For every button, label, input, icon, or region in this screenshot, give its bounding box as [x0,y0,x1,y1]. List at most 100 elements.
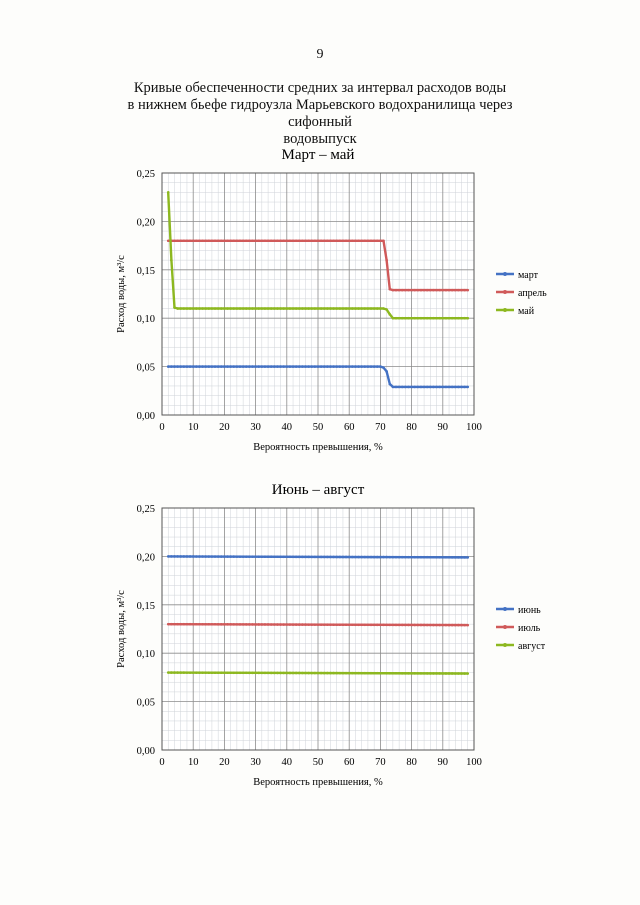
x-tick-label: 60 [344,757,355,768]
series-март [166,365,470,389]
series-point [313,623,317,626]
series-point [332,671,335,675]
series-point [301,239,304,243]
series-point [269,239,273,243]
series-point [422,385,426,389]
x-tick-label: 90 [438,757,449,768]
series-point [201,671,204,674]
series-point [375,623,379,627]
series-point [453,385,457,389]
x-tick-label: 50 [313,422,324,433]
series-point [310,365,314,368]
series-point [276,365,279,368]
series-point [419,385,423,389]
series-point [188,239,192,243]
series-point [191,622,195,626]
series-point [282,307,285,310]
series-point [460,623,463,627]
series-point [326,307,329,310]
chart-title: Март – май [282,147,355,163]
series-point [397,316,401,320]
series-point [263,239,267,243]
series-point [347,239,351,243]
series-point [313,365,317,368]
series-point [307,365,310,368]
series-point [248,671,251,675]
series-point [182,365,186,368]
series-point [204,307,207,310]
series-point [453,623,457,627]
series-point [201,555,204,558]
series-point [369,239,373,243]
series-point [188,365,192,368]
series-point [400,555,404,559]
series-point [185,239,189,243]
series-point [429,672,432,675]
series-point [185,622,189,626]
series-point [251,671,254,675]
series-point [338,671,342,675]
legend-marker [503,643,507,647]
series-point [210,671,214,675]
series-point [366,365,370,368]
series-point [241,555,245,558]
series-point [244,365,248,368]
legend-marker [503,607,507,611]
series-point [229,671,232,675]
series-point [319,365,323,368]
series-point [251,239,254,243]
series-point [195,671,198,674]
series-point [410,555,413,559]
series-point [166,671,170,674]
series-point [422,555,426,559]
series-point [347,307,351,310]
series-point [269,623,273,626]
series-point [251,555,254,558]
series-point [291,365,295,368]
series-point [341,623,345,627]
series-point [232,671,236,675]
series-point [254,365,257,368]
series-point [316,671,320,675]
series-point [460,316,463,320]
series-point [432,385,435,389]
series-point [219,307,223,310]
series-point [254,555,257,558]
legend-label: июль [518,623,541,634]
series-point [463,623,466,627]
series-point [257,623,261,626]
series-point [263,307,267,310]
series-point [419,316,423,320]
series-point [166,365,170,368]
series-point [372,555,376,559]
series-point [266,307,270,310]
series-point [326,365,329,368]
y-tick-label: 0,25 [137,169,155,180]
series-point [207,239,211,243]
series-point [297,555,301,559]
series-point [263,365,267,368]
series-point [232,365,236,368]
series-point [229,623,232,626]
page-number: 9 [316,47,324,62]
series-point [269,307,273,310]
series-point [213,365,217,368]
series-point [369,307,373,310]
series-point [347,555,351,559]
series-point [363,307,367,310]
series-point [304,671,307,675]
series-point [216,307,220,310]
series-point [326,239,329,243]
series-point [179,365,183,368]
series-point [332,555,335,559]
series-point [413,288,417,292]
series-point [447,288,451,292]
series-point [282,239,285,243]
series-point [463,316,466,320]
series-point [273,365,276,368]
series-point [369,623,373,627]
y-tick-label: 0,00 [137,746,155,757]
series-point [185,671,189,674]
series-point [382,555,385,559]
series-point [425,623,429,627]
